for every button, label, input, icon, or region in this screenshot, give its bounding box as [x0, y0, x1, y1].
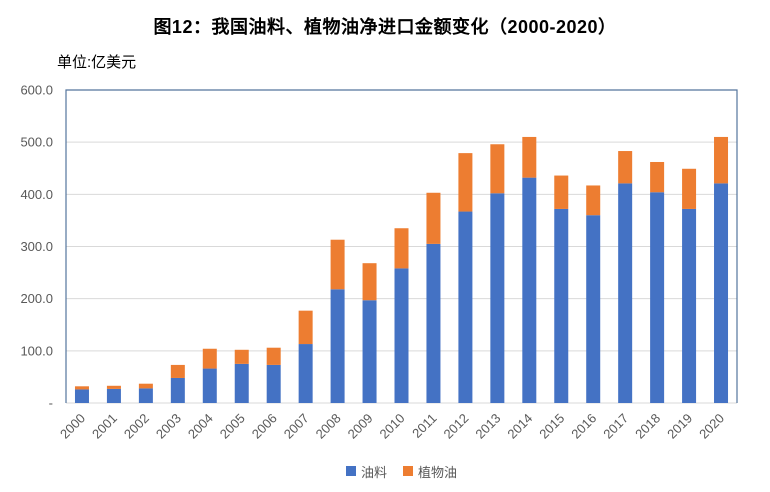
x-tick-label: 2002 — [121, 411, 152, 442]
legend-item-oilseed: 油料 — [345, 462, 387, 481]
bar-segment-vegoil-2020 — [714, 136, 729, 184]
y-tick-label: 500.0 — [20, 135, 53, 150]
bar-segment-oilseed-2002 — [138, 388, 153, 403]
y-tick-label: 300.0 — [20, 239, 53, 254]
x-tick-label: 2017 — [600, 411, 631, 442]
x-tick-label: 2000 — [57, 411, 88, 442]
x-tick-label: 2020 — [696, 411, 727, 442]
legend-swatch-vegoil — [403, 466, 413, 476]
bar-segment-oilseed-2005 — [234, 363, 249, 403]
x-tick-label: 2012 — [440, 411, 471, 442]
bar-segment-oilseed-2015 — [554, 208, 569, 403]
bar-segment-vegoil-2010 — [394, 228, 409, 269]
bar-segment-vegoil-2003 — [170, 364, 185, 378]
bar-segment-vegoil-2011 — [426, 192, 441, 244]
bar-segment-vegoil-2007 — [298, 310, 313, 345]
bar-segment-vegoil-2014 — [522, 136, 537, 178]
bar-segment-oilseed-2000 — [74, 389, 89, 403]
bar-segment-oilseed-2006 — [266, 364, 281, 403]
x-tick-label: 2016 — [568, 411, 599, 442]
y-tick-label: - — [49, 396, 53, 411]
bar-segment-oilseed-2016 — [586, 215, 601, 403]
bar-segment-oilseed-2003 — [170, 377, 185, 403]
x-tick-label: 2015 — [536, 411, 567, 442]
bar-segment-vegoil-2009 — [362, 263, 377, 301]
x-tick-label: 2006 — [249, 411, 280, 442]
bar-segment-oilseed-2011 — [426, 243, 441, 403]
legend-label-oilseed: 油料 — [360, 464, 387, 480]
bar-segment-oilseed-2001 — [106, 388, 121, 403]
legend-swatch-oilseed — [345, 466, 356, 476]
x-tick-label: 2011 — [409, 411, 439, 441]
x-tick-label: 2013 — [472, 411, 503, 442]
x-tick-label: 2019 — [664, 411, 695, 442]
bar-segment-oilseed-2017 — [618, 183, 633, 403]
bar-segment-oilseed-2014 — [522, 177, 537, 403]
bar-segment-oilseed-2009 — [362, 300, 377, 403]
unit-label: 单位:亿美元 — [57, 54, 137, 71]
x-tick-label: 2008 — [313, 411, 344, 442]
bar-segment-oilseed-2004 — [202, 368, 217, 403]
bar-segment-oilseed-2020 — [714, 183, 729, 403]
bar-segment-vegoil-2013 — [490, 144, 505, 194]
x-tick-label: 2005 — [217, 411, 248, 442]
bar-segment-vegoil-2008 — [330, 239, 345, 290]
bar-segment-oilseed-2012 — [458, 211, 473, 403]
x-tick-label: 2010 — [377, 411, 408, 442]
bar-segment-vegoil-2017 — [618, 151, 633, 184]
bar-segment-vegoil-2018 — [650, 161, 665, 193]
bar-segment-vegoil-2006 — [266, 347, 281, 365]
y-tick-label: 400.0 — [20, 187, 53, 202]
plot-border — [65, 89, 738, 403]
x-tick-label: 2014 — [504, 411, 535, 442]
bar-segment-vegoil-2000 — [74, 386, 89, 390]
bar-segment-oilseed-2008 — [330, 289, 345, 403]
y-tick-label: 100.0 — [20, 343, 53, 358]
chart-title: 图12：我国油料、植物油净进口金额变化（2000-2020） — [153, 17, 617, 37]
bar-segment-vegoil-2019 — [682, 168, 697, 209]
bar-segment-vegoil-2002 — [138, 383, 153, 389]
y-tick-label: 200.0 — [20, 291, 53, 306]
bar-segment-oilseed-2007 — [298, 344, 313, 403]
bar-segment-oilseed-2019 — [682, 208, 697, 403]
x-tick-label: 2001 — [89, 411, 120, 442]
bar-segment-vegoil-2001 — [106, 385, 121, 389]
x-tick-label: 2007 — [281, 411, 312, 442]
x-tick-label: 2004 — [185, 411, 216, 442]
legend-label-vegoil: 植物油 — [418, 464, 458, 480]
bar-segment-vegoil-2012 — [458, 153, 473, 212]
legend: 油料 植物油 — [66, 461, 737, 481]
bar-segment-vegoil-2015 — [554, 175, 569, 209]
bar-segment-vegoil-2004 — [202, 348, 217, 369]
x-tick-label: 2009 — [345, 411, 376, 442]
bar-segment-vegoil-2016 — [586, 185, 601, 216]
bar-segment-oilseed-2018 — [650, 192, 665, 403]
x-tick-label: 2018 — [632, 411, 663, 442]
x-tick-label: 2003 — [153, 411, 184, 442]
bar-segment-vegoil-2005 — [234, 349, 249, 364]
bar-segment-oilseed-2010 — [394, 268, 409, 403]
y-tick-label: 600.0 — [20, 83, 53, 98]
legend-item-vegoil: 植物油 — [403, 462, 457, 481]
bar-segment-oilseed-2013 — [490, 193, 505, 403]
